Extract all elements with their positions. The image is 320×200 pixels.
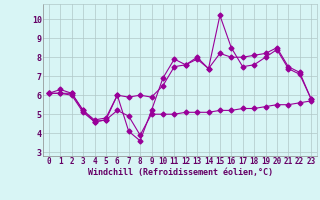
X-axis label: Windchill (Refroidissement éolien,°C): Windchill (Refroidissement éolien,°C) — [87, 168, 273, 177]
